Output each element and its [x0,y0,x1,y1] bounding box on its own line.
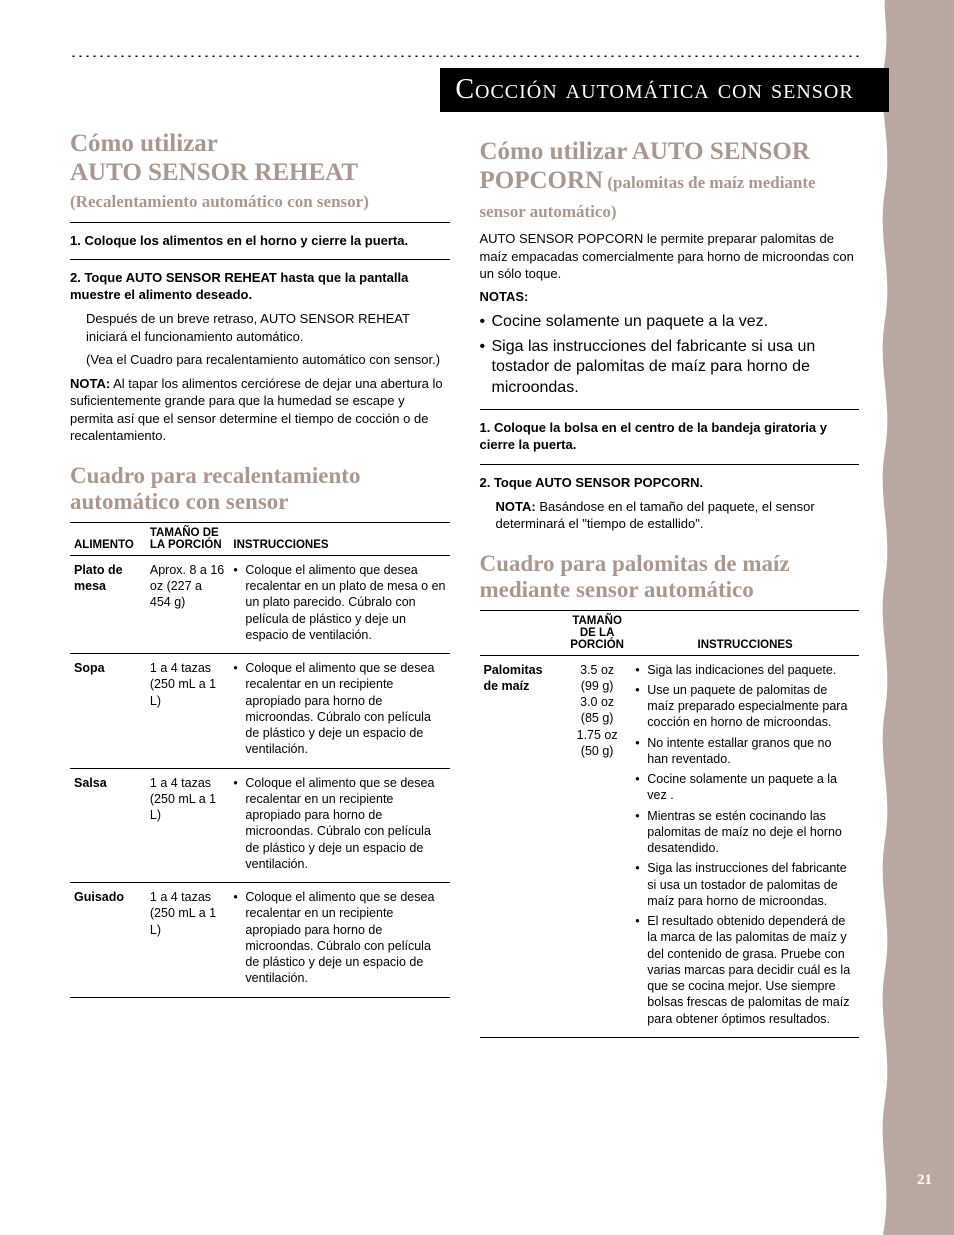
left-step2: 2. Toque AUTO SENSOR REHEAT hasta que la… [70,270,450,304]
list-item: No intente estallar granos que no han re… [635,735,855,768]
cell-food: Palomitas de maíz [480,655,563,1037]
th-portion: TAMAÑO DE LA PORCIÓN [563,610,631,655]
nota-body: Al tapar los alimentos cerciórese de dej… [70,376,443,444]
cell-food: Plato de mesa [70,555,146,653]
left-heading: Cómo utilizar AUTO SENSOR REHEAT [70,130,450,188]
th-portion: TAMAÑO DE LA PORCIÓN [146,522,229,555]
list-item: Siga las instrucciones del fabricante si… [635,860,855,909]
nota-label: NOTA: [70,376,110,391]
left-step1: 1. Coloque los alimentos en el horno y c… [70,233,450,250]
list-item: Siga las instrucciones del fabricante si… [480,337,860,399]
cell-instructions: Coloque el alimento que se desea recalen… [229,654,449,769]
list-item: Cocine solamente un paquete a la vez . [635,771,855,804]
right-step2: 2. Toque AUTO SENSOR POPCORN. [480,475,860,492]
th-food: ALIMENTO [70,522,146,555]
cell-food: Sopa [70,654,146,769]
divider [480,409,860,410]
list-item: Siga las indicaciones del paquete. [635,662,855,678]
page: Cocción automática con sensor 21 Cómo ut… [0,0,954,1235]
left-column: Cómo utilizar AUTO SENSOR REHEAT (Recale… [70,130,450,1215]
divider [480,464,860,465]
popcorn-table: TAMAÑO DE LA PORCIÓN INSTRUCCIONES Palom… [480,610,860,1038]
table-row: Palomitas de maíz 3.5 oz(99 g)3.0 oz(85 … [480,655,860,1037]
th-instructions: INSTRUCCIONES [631,610,859,655]
th-food [480,610,563,655]
list-item: Mientras se estén cocinando las palomita… [635,808,855,857]
divider [70,259,450,260]
left-table-heading: Cuadro para recalentamiento automático c… [70,463,450,516]
table-row: Sopa1 a 4 tazas (250 mL a 1 L)Coloque el… [70,654,450,769]
left-nota: NOTA: Al tapar los alimentos cerciórese … [70,375,450,445]
divider [70,222,450,223]
notas-list: Cocine solamente un paquete a la vez. Sig… [480,312,860,399]
right-column: Cómo utilizar AUTO SENSOR POPCORN (palom… [480,130,860,1215]
left-subheading: (Recalentamiento automático con sensor) [70,192,450,212]
cell-portion: 1 a 4 tazas (250 mL a 1 L) [146,768,229,883]
page-number: 21 [917,1172,932,1189]
cell-food: Guisado [70,883,146,998]
tab-band [889,0,954,1235]
cell-instructions: Coloque el alimento que se desea recalen… [229,883,449,998]
notas-label: NOTAS: [480,289,860,306]
cell-portion: 1 a 4 tazas (250 mL a 1 L) [146,654,229,769]
dot-strip [70,53,859,57]
cell-instructions: Coloque el alimento que se desea recalen… [229,768,449,883]
reheat-table: ALIMENTO TAMAÑO DE LA PORCIÓN INSTRUCCIO… [70,522,450,998]
cell-instructions: Coloque el alimento que desea recalentar… [229,555,449,653]
cell-food: Salsa [70,768,146,883]
right-step2-note-label: NOTA: [496,499,536,514]
list-item: Use un paquete de palomitas de maíz prep… [635,682,855,731]
right-heading: Cómo utilizar AUTO SENSOR POPCORN (palom… [480,138,860,224]
left-step2-body2: (Vea el Cuadro para recalentamiento auto… [86,351,450,369]
left-step2-body1: Después de un breve retraso, AUTO SENSOR… [86,310,450,345]
table-row: Salsa1 a 4 tazas (250 mL a 1 L)Coloque e… [70,768,450,883]
list-item: Cocine solamente un paquete a la vez. [480,312,860,333]
right-step1: 1. Coloque la bolsa en el centro de la b… [480,420,860,454]
right-step2-note: NOTA: Basándose en el tamaño del paquete… [496,498,860,533]
right-step2-note-body: Basándose en el tamaño del paquete, el s… [496,499,815,532]
content: Cómo utilizar AUTO SENSOR REHEAT (Recale… [70,130,859,1215]
right-intro: AUTO SENSOR POPCORN le permite preparar … [480,230,860,283]
cell-portion: 3.5 oz(99 g)3.0 oz(85 g)1.75 oz(50 g) [563,655,631,1037]
cell-portion: 1 a 4 tazas (250 mL a 1 L) [146,883,229,998]
left-heading-line2: AUTO SENSOR REHEAT [70,159,358,186]
table-row: Guisado1 a 4 tazas (250 mL a 1 L)Coloque… [70,883,450,998]
cell-portion: Aprox. 8 a 16 oz (227 a 454 g) [146,555,229,653]
cell-instructions: Siga las indicaciones del paquete. Use un… [631,655,859,1037]
table-row: Plato de mesaAprox. 8 a 16 oz (227 a 454… [70,555,450,653]
left-heading-line1: Cómo utilizar [70,130,218,157]
page-title-banner: Cocción automática con sensor [440,68,889,112]
right-table-heading: Cuadro para palomitas de maíz mediante s… [480,551,860,604]
list-item: El resultado obtenido dependerá de la ma… [635,913,855,1027]
th-instructions: INSTRUCCIONES [229,522,449,555]
